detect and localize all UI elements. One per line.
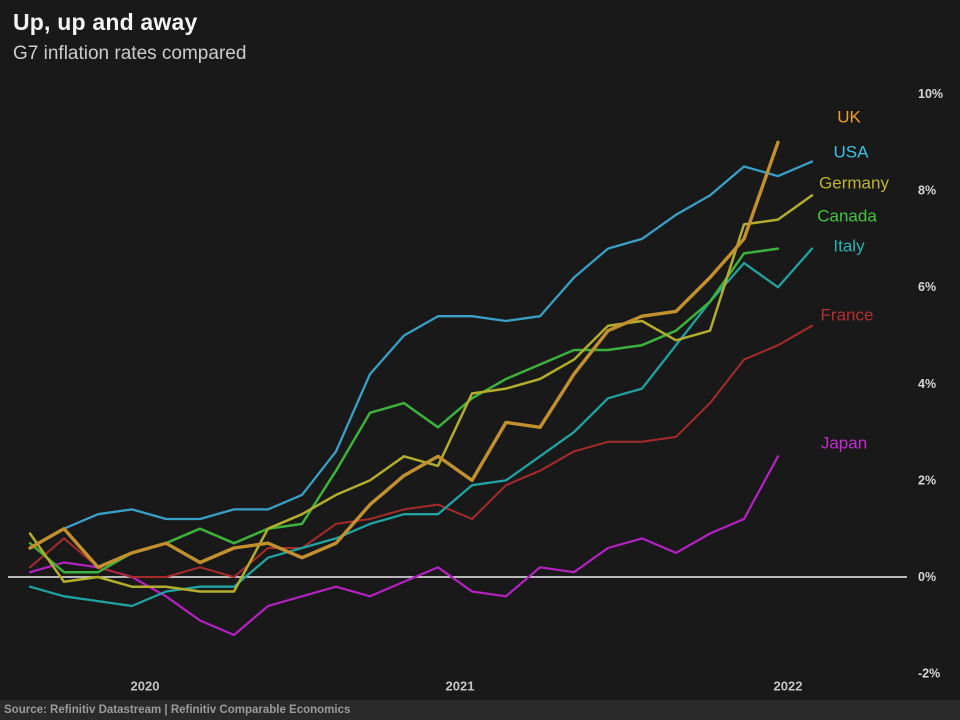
x-tick-label: 2021 (446, 679, 475, 694)
y-tick-label: 0% (918, 570, 936, 584)
x-tick-label: 2022 (774, 679, 803, 694)
source-bar: Source: Refinitiv Datastream | Refinitiv… (0, 700, 960, 720)
series-label-uk: UK (837, 108, 861, 127)
chart-header: Up, up and away G7 inflation rates compa… (13, 9, 247, 65)
series-line-usa (28, 160, 814, 550)
y-tick-label: 2% (918, 473, 936, 487)
series-line-france (29, 324, 813, 578)
y-tick-label: 4% (918, 377, 936, 391)
series-line-germany (28, 194, 814, 593)
x-tick-label: 2020 (131, 679, 160, 694)
series-line-uk (28, 140, 780, 569)
series-label-france: France (821, 306, 874, 325)
series-line-italy (28, 247, 814, 608)
y-tick-label: 10% (918, 87, 943, 101)
series-label-canada: Canada (817, 207, 877, 226)
chart-subtitle: G7 inflation rates compared (13, 43, 247, 65)
series-line-japan (28, 455, 780, 637)
y-tick-label: 6% (918, 280, 936, 294)
chart-title: Up, up and away (13, 9, 198, 35)
series-label-germany: Germany (819, 174, 889, 193)
series-line-canada (28, 247, 780, 574)
series-label-italy: Italy (833, 237, 865, 256)
series-label-japan: Japan (821, 434, 867, 453)
series-label-usa: USA (834, 143, 870, 162)
y-tick-label: 8% (918, 184, 936, 198)
y-tick-label: -2% (918, 667, 940, 681)
